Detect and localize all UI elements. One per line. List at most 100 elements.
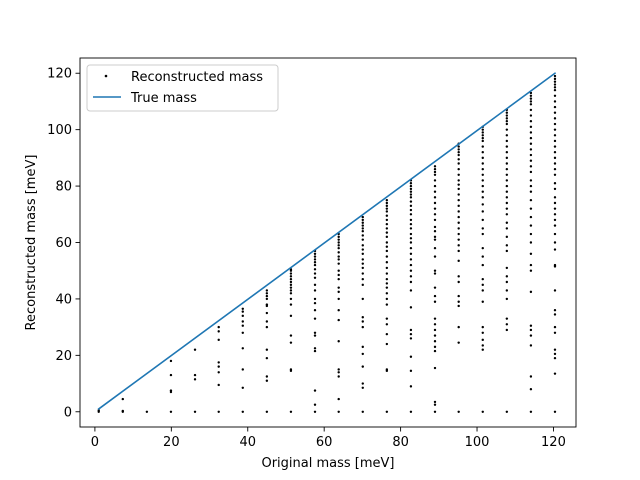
data-point	[433, 238, 437, 241]
data-point	[433, 190, 437, 193]
data-point	[313, 349, 317, 353]
data-point	[481, 179, 484, 182]
x-tick-label: 60	[316, 435, 333, 450]
data-point	[457, 153, 460, 157]
data-point	[409, 200, 413, 203]
data-point	[457, 198, 460, 202]
data-point	[241, 331, 244, 334]
data-point	[241, 314, 244, 318]
data-point	[553, 325, 557, 329]
data-point	[505, 117, 509, 120]
data-point	[313, 301, 317, 305]
data-point	[553, 145, 557, 148]
y-tick-label: 80	[55, 180, 72, 195]
data-point	[409, 222, 413, 226]
data-point	[457, 151, 460, 154]
data-point	[313, 255, 317, 258]
data-point	[433, 340, 437, 343]
data-point	[361, 262, 364, 265]
data-point	[529, 125, 533, 129]
data-point	[481, 156, 484, 160]
data-point	[313, 263, 317, 267]
data-point	[433, 349, 437, 353]
data-point	[313, 258, 317, 261]
data-point	[529, 114, 533, 117]
data-point	[457, 232, 460, 236]
data-point	[385, 303, 389, 306]
data-point	[313, 261, 317, 264]
data-point	[481, 203, 484, 206]
data-point	[553, 232, 557, 236]
data-point	[457, 215, 460, 219]
data-point	[481, 151, 484, 154]
data-point	[505, 297, 509, 301]
data-point	[385, 207, 389, 210]
data-point	[481, 139, 484, 143]
data-point	[337, 368, 340, 371]
data-point	[337, 238, 340, 241]
data-point	[169, 389, 173, 392]
data-point	[337, 258, 340, 261]
data-point	[337, 241, 340, 244]
data-point	[361, 272, 364, 275]
data-point	[553, 88, 557, 92]
data-point	[361, 325, 364, 329]
data-point	[481, 232, 484, 236]
data-point	[361, 266, 364, 270]
data-point	[529, 387, 533, 391]
data-point	[529, 108, 533, 112]
data-point	[505, 244, 509, 247]
data-point	[481, 167, 484, 171]
data-point	[481, 196, 484, 199]
data-point	[409, 208, 413, 212]
data-point	[529, 97, 533, 100]
data-point	[217, 383, 220, 387]
data-point	[553, 156, 557, 160]
data-point	[385, 410, 389, 413]
data-point	[505, 134, 509, 137]
data-point	[433, 173, 437, 176]
data-point	[553, 263, 557, 267]
data-point	[553, 313, 557, 316]
data-point	[505, 128, 509, 131]
data-point	[385, 286, 389, 289]
data-point	[409, 187, 413, 191]
data-point	[481, 128, 484, 131]
legend-label-reconstructed: Reconstructed mass	[131, 70, 263, 85]
data-point	[457, 179, 460, 182]
data-point	[265, 356, 269, 360]
data-point	[409, 184, 413, 188]
data-point	[553, 410, 557, 413]
data-point	[361, 320, 364, 323]
data-point	[193, 410, 197, 413]
data-point	[337, 255, 340, 258]
data-point	[457, 275, 460, 278]
data-point	[409, 218, 413, 222]
data-point	[481, 227, 484, 230]
data-point	[361, 386, 364, 389]
data-point	[313, 410, 317, 413]
data-point	[505, 207, 509, 210]
data-point	[409, 258, 413, 261]
x-tick-label: 0	[91, 435, 99, 450]
data-point	[529, 165, 533, 168]
data-point	[529, 198, 533, 202]
data-point	[553, 241, 557, 244]
data-point	[553, 151, 557, 154]
data-point	[553, 74, 557, 78]
data-point	[505, 235, 509, 239]
data-point	[481, 136, 484, 140]
data-point	[505, 114, 509, 117]
data-point	[385, 214, 389, 217]
data-point	[385, 241, 389, 244]
data-point	[553, 348, 557, 351]
data-point	[457, 300, 460, 303]
data-point	[97, 410, 100, 413]
data-point	[433, 317, 437, 320]
data-point	[433, 246, 437, 250]
data-point	[505, 184, 509, 188]
data-point	[361, 227, 364, 230]
data-point	[433, 255, 437, 258]
y-tick-label: 60	[55, 236, 72, 251]
data-point	[289, 314, 293, 318]
